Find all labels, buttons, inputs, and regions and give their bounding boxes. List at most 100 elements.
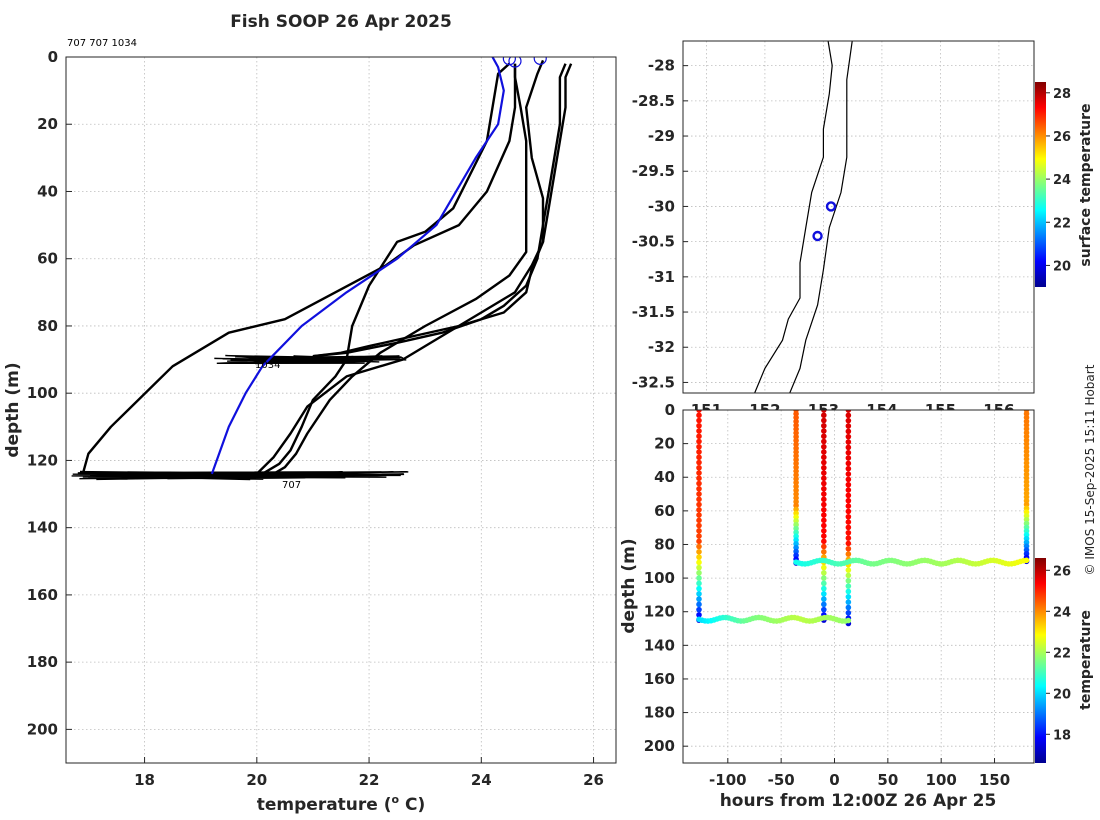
- probe-label-707: 707: [282, 480, 301, 491]
- section-drop-sample: [696, 543, 702, 550]
- section-ylabel: depth (m): [619, 538, 639, 633]
- section-drop-sample: [845, 412, 852, 419]
- section-track-sample: [845, 617, 852, 624]
- section-drop-sample: [845, 449, 852, 456]
- section-drop-sample: [696, 417, 702, 424]
- section-colorbar: [1035, 558, 1046, 763]
- profile-grid: [66, 56, 616, 763]
- section-drop-sample: [696, 459, 702, 466]
- section-drop-sample: [696, 575, 702, 581]
- section-drop-sample: [821, 496, 827, 503]
- section-ytick-label: 40: [654, 468, 675, 486]
- profile-ytick-label: 140: [27, 519, 58, 537]
- section-drop-sample: [696, 591, 702, 597]
- section-drop-sample: [845, 423, 852, 429]
- section-ytick-label: 100: [644, 569, 675, 587]
- section-colorbar-tick-label: 20: [1053, 687, 1071, 702]
- section-drop-sample: [696, 438, 702, 445]
- profile-spike-band: [71, 470, 409, 481]
- section-drop-sample: [696, 464, 702, 471]
- section-drop-sample: [845, 417, 852, 424]
- profile-ytick-label: 60: [37, 250, 58, 268]
- section-panel: -100 -50 0 50 100 150 0 20 40 60 80 100 120 140 160 180…: [619, 401, 1094, 811]
- section-drop-sample: [821, 517, 827, 524]
- section-drop-sample: [845, 610, 852, 616]
- profile-ytick-label: 100: [27, 384, 58, 402]
- map-coastline: [789, 41, 853, 393]
- section-colorbar-tick-label: 24: [1053, 605, 1071, 620]
- profile-xtick-label: 22: [359, 771, 380, 789]
- profile-ylabel: depth (m): [3, 362, 23, 457]
- section-drop-sample: [696, 454, 702, 461]
- section-drop-sample: [821, 410, 827, 413]
- section-drop-sample: [821, 512, 827, 518]
- section-drop-sample: [845, 433, 852, 440]
- map-station-marker: [812, 230, 823, 242]
- section-drop-sample: [845, 535, 852, 541]
- section-drop-sample: [696, 522, 702, 529]
- map-grid: [683, 41, 1034, 393]
- section-drop-sample: [696, 470, 702, 476]
- section-drop-sample: [821, 601, 827, 608]
- section-drop-sample: [845, 410, 852, 413]
- map-coastline-inner: [754, 41, 833, 393]
- section-drop-sample: [696, 538, 702, 545]
- section-xtick-label: -50: [768, 771, 795, 789]
- profile-plot-area: [66, 57, 616, 763]
- section-drop-sample: [696, 612, 702, 618]
- section-drop-sample: [821, 507, 827, 513]
- section-plot-area: [683, 410, 1034, 763]
- map-ytick-label: -30: [648, 197, 675, 215]
- section-drop-sample: [821, 443, 827, 450]
- section-drop-sample: [821, 475, 827, 482]
- section-drop-sample: [845, 487, 852, 493]
- section-drop-sample: [821, 528, 827, 534]
- section-colorbar-label: temperature: [1078, 610, 1094, 710]
- profile-panel: 18 20 22 24 26 0 20 40 60 80 100 120 140 160 180 200 10…: [3, 48, 617, 815]
- section-drop-sample: [821, 501, 827, 508]
- section-drop-sample: [696, 480, 702, 487]
- profile-xtick-label: 20: [246, 771, 267, 789]
- section-drop-sample: [845, 577, 852, 584]
- profile-xlabel: temperature (o C): [257, 793, 426, 815]
- section-drop-sample: [696, 570, 702, 576]
- section-drop-sample: [821, 438, 827, 445]
- map-plot-area: [683, 41, 1034, 393]
- credit-text: © IMOS 15-Sep-2025 15:11 Hobart: [1083, 364, 1097, 575]
- section-drop-sample: [696, 475, 702, 482]
- section-drop-sample: [821, 606, 827, 613]
- section-ticks: -100 -50 0 50 100 150 0 20 40 60 80 100 120 140 160 180…: [644, 401, 1010, 789]
- section-ytick-label: 120: [644, 603, 675, 621]
- section-colorbar-tick-label: 22: [1053, 646, 1071, 661]
- section-drop-sample: [696, 485, 702, 492]
- profile-series-cast-5: [312, 63, 573, 358]
- map-colorbar-tick-label: 28: [1053, 87, 1071, 102]
- section-drop-sample: [845, 513, 852, 520]
- profile-surface-marker: [508, 57, 522, 68]
- section-drop-sample: [821, 449, 827, 455]
- section-drop-sample: [845, 545, 852, 552]
- map-colorbar-label: surface temperature: [1078, 103, 1094, 266]
- profile-xtick-label: 24: [471, 771, 492, 789]
- map-ytick-label: -31: [648, 268, 675, 286]
- section-drop-sample: [845, 583, 852, 589]
- profile-ytick-label: 40: [37, 182, 58, 200]
- section-drop-sample: [845, 460, 852, 467]
- profile-series: [81, 57, 573, 479]
- section-drop-sample: [845, 599, 852, 605]
- section-drop-sample: [821, 580, 827, 587]
- section-ytick-label: 60: [654, 502, 675, 520]
- section-drop-sample: [696, 554, 702, 560]
- section-ytick-label: 140: [644, 636, 675, 654]
- map-colorbar-tick-label: 20: [1053, 259, 1071, 274]
- section-drop-sample: [696, 433, 702, 440]
- section-drop-sample: [696, 512, 702, 518]
- section-drop-sample: [821, 428, 827, 434]
- map-ytick-label: -32.5: [632, 373, 675, 391]
- chart-title: Fish SOOP 26 Apr 2025: [230, 12, 452, 32]
- map-ytick-label: -28.5: [632, 92, 675, 110]
- profile-ytick-label: 120: [27, 451, 58, 469]
- map-frame: [682, 40, 1035, 394]
- section-drop-sample: [821, 422, 827, 429]
